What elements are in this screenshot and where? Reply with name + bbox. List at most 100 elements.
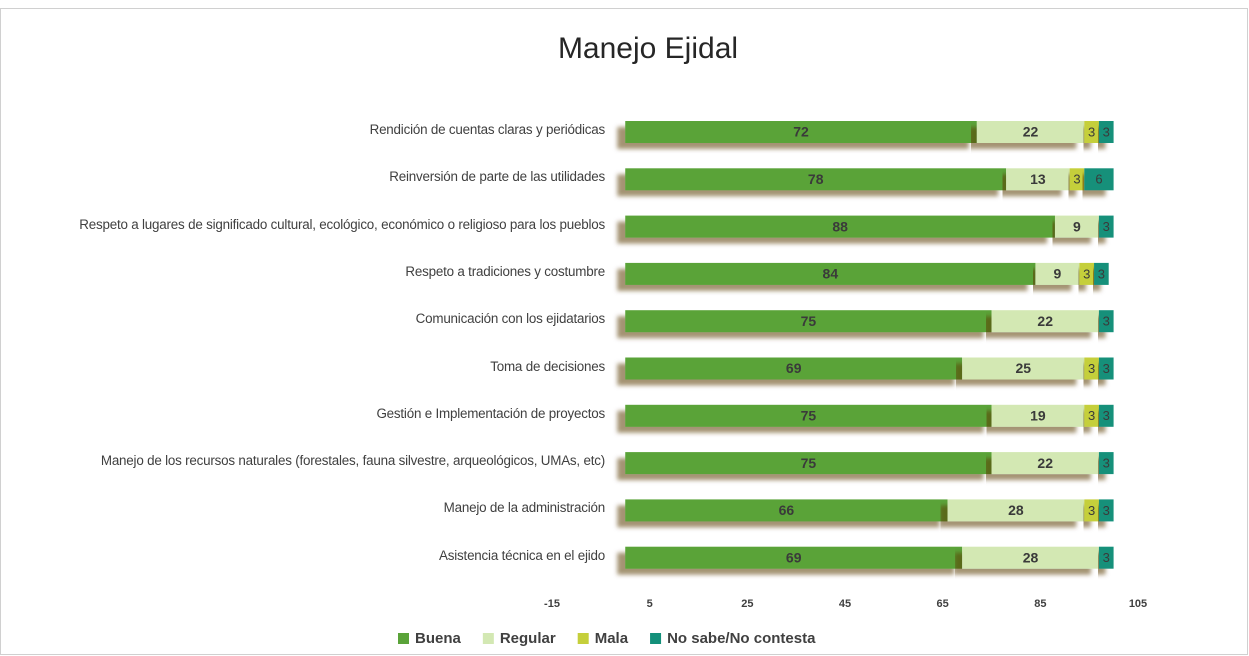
bar-segment [991, 404, 1085, 427]
bar-segment [625, 404, 992, 427]
legend-label: Buena [415, 630, 462, 647]
bar-segment [1098, 452, 1114, 475]
x-tick-label: 5 [647, 598, 653, 610]
bar-segment [1084, 121, 1099, 143]
bar-segment [625, 121, 977, 143]
value-label: 3 [1088, 361, 1095, 376]
category-label: Respeto a lugares de significado cultura… [79, 216, 605, 232]
bar-segment [991, 452, 1099, 475]
value-label: 3 [1083, 266, 1090, 281]
value-label: 13 [1030, 171, 1046, 187]
category-label: Manejo de la administración [443, 500, 606, 516]
value-label: 72 [793, 124, 809, 140]
legend-swatch [650, 633, 662, 644]
value-label: 3 [1103, 219, 1110, 234]
value-label: 84 [823, 266, 839, 282]
value-label: 75 [801, 455, 817, 471]
bar-segment [625, 262, 1036, 285]
value-label: 3 [1103, 124, 1110, 139]
x-tick-label: 85 [1034, 598, 1046, 610]
value-label: 88 [832, 218, 848, 234]
value-label: 69 [786, 549, 802, 565]
bar-segment [1098, 215, 1114, 238]
category-label: Respeto a tradiciones y costumbre [405, 263, 605, 279]
x-tick-label: 65 [937, 598, 949, 610]
category-label: Reinversión de parte de las utilidades [389, 169, 605, 185]
x-tick-label: 105 [1129, 598, 1147, 610]
bar-segment [1094, 262, 1109, 285]
value-label: 3 [1103, 408, 1110, 423]
value-label: 69 [786, 360, 802, 376]
category-label: Comunicación con los ejidatarios [415, 311, 606, 327]
bar-segment [1079, 262, 1095, 285]
value-label: 66 [779, 502, 795, 518]
bar-segment [1098, 404, 1114, 427]
value-label: 25 [1015, 360, 1031, 376]
bar-segment [625, 215, 1055, 238]
value-label: 3 [1103, 550, 1110, 565]
legend-label: No sabe/No contesta [667, 630, 816, 647]
bar-segment [625, 168, 1007, 191]
value-label: 3 [1073, 172, 1080, 187]
bar-segment [1098, 121, 1114, 143]
value-label: 3 [1103, 314, 1110, 329]
value-label: 22 [1037, 313, 1053, 329]
value-label: 3 [1088, 408, 1095, 423]
legend-label: Mala [595, 630, 629, 647]
bar-segment [1098, 357, 1114, 380]
category-label: Rendición de cuentas claras y periódicas [369, 122, 606, 137]
legend-swatch [398, 633, 409, 644]
x-tick-label: 45 [839, 598, 851, 610]
value-label: 28 [1023, 549, 1039, 565]
x-tick-label: -15 [544, 598, 560, 610]
value-label: 3 [1103, 361, 1110, 376]
value-label: 6 [1095, 172, 1102, 187]
bar-segment [1098, 499, 1114, 522]
bar-segment [625, 499, 948, 522]
bar-segment [625, 546, 963, 569]
bar-segment [1054, 215, 1099, 238]
value-label: 3 [1098, 266, 1105, 281]
bar-segment [1069, 168, 1085, 191]
bar-segment [625, 310, 992, 333]
legend-label: Regular [500, 630, 556, 647]
bar-segment [1098, 310, 1114, 333]
chart-title: Manejo Ejidal [558, 32, 738, 65]
value-label: 3 [1088, 124, 1095, 139]
value-label: 22 [1023, 124, 1039, 140]
value-label: 3 [1103, 503, 1110, 518]
bar-segment [1084, 404, 1099, 427]
bar-segment [1035, 262, 1080, 285]
value-label: 75 [801, 313, 817, 329]
bar-segment [991, 310, 1099, 333]
legend-swatch [577, 633, 589, 644]
value-label: 9 [1054, 266, 1062, 282]
value-label: 28 [1008, 502, 1024, 518]
frame-border [0, 8, 1248, 655]
category-label: Gestión e Implementación de proyectos [376, 405, 605, 421]
value-label: 78 [808, 171, 824, 187]
value-label: 3 [1103, 456, 1110, 471]
bar-segment [1084, 357, 1099, 380]
bar-segment [625, 452, 992, 475]
legend-swatch [482, 633, 494, 644]
bar-segment [625, 357, 963, 380]
x-tick-label: 25 [741, 598, 753, 610]
value-label: 3 [1088, 503, 1095, 518]
bar-segment [1084, 168, 1114, 191]
bar-segment [1098, 546, 1114, 569]
bar-segment [1006, 168, 1070, 191]
value-label: 22 [1037, 455, 1053, 471]
bar-segment [962, 546, 1099, 569]
category-label: Manejo de los recursos naturales (forest… [100, 453, 605, 469]
value-label: 75 [801, 408, 817, 424]
category-label: Toma de decisiones [490, 358, 605, 374]
value-label: 19 [1030, 408, 1046, 424]
value-label: 9 [1073, 218, 1081, 234]
bar-segment [962, 357, 1085, 380]
category-label: Asistencia técnica en el ejido [439, 547, 605, 563]
bar-segment [976, 121, 1085, 143]
bar-segment [947, 499, 1085, 522]
